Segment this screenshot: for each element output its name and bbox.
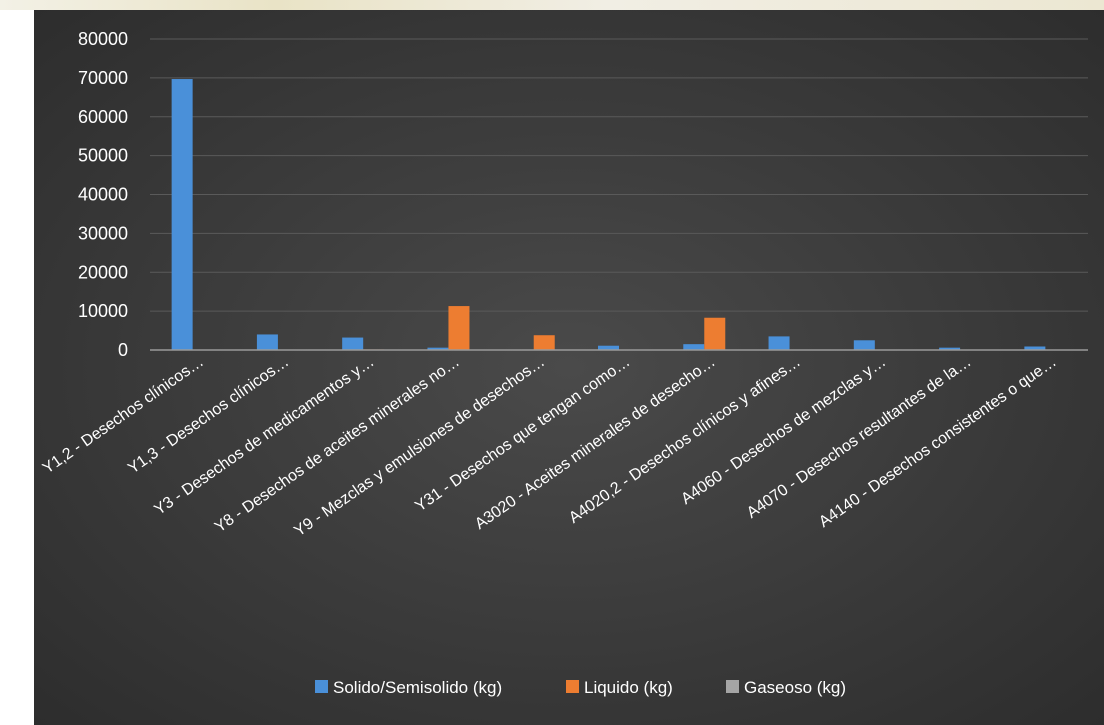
y-tick-label: 40000: [78, 185, 128, 205]
bar-solido: [768, 336, 790, 350]
bar-solido: [598, 345, 619, 350]
bar-solido: [683, 344, 705, 350]
bar-solido: [939, 347, 961, 350]
gridlines: [150, 38, 1088, 312]
y-tick-label: 80000: [78, 29, 128, 49]
bar-solido: [427, 347, 449, 350]
y-tick-label: 70000: [78, 68, 128, 88]
x-category-label: Y1,2 - Desechos clínicos…: [40, 353, 207, 477]
y-tick-label: 0: [118, 340, 128, 360]
legend: Solido/Semisolido (kg) Liquido (kg) Gaseos…: [315, 678, 846, 697]
bar-liquido: [704, 317, 726, 350]
bar-liquido: [448, 306, 470, 350]
legend-label: Solido/Semisolido (kg): [333, 678, 502, 697]
bar-solido: [171, 79, 193, 350]
legend-label: Gaseoso (kg): [744, 678, 846, 697]
bar-solido: [1024, 346, 1046, 350]
y-tick-label: 10000: [78, 301, 128, 321]
y-tick-label: 50000: [78, 146, 128, 166]
chart-area: [34, 10, 1104, 725]
bar-solido: [256, 334, 278, 350]
x-category-label: Y1,3 - Desechos clínicos…: [125, 353, 292, 477]
y-axis-ticks: 0 10000 20000 30000 40000 50000 60000 70000 8000…: [78, 29, 128, 360]
bar-liquido: [533, 335, 555, 350]
x-axis-categories: Y1,2 - Desechos clínicos…Y1,3 - Desechos…: [40, 353, 1060, 540]
legend-label: Liquido (kg): [584, 678, 673, 697]
y-tick-label: 60000: [78, 107, 128, 127]
legend-swatch: [315, 680, 328, 693]
bar-solido: [342, 337, 364, 350]
bars: [171, 79, 1046, 350]
y-tick-label: 20000: [78, 262, 128, 282]
bar-solido: [853, 340, 875, 350]
legend-swatch: [726, 680, 739, 693]
y-tick-label: 30000: [78, 223, 128, 243]
legend-swatch: [566, 680, 579, 693]
background-strip: [0, 0, 1104, 10]
